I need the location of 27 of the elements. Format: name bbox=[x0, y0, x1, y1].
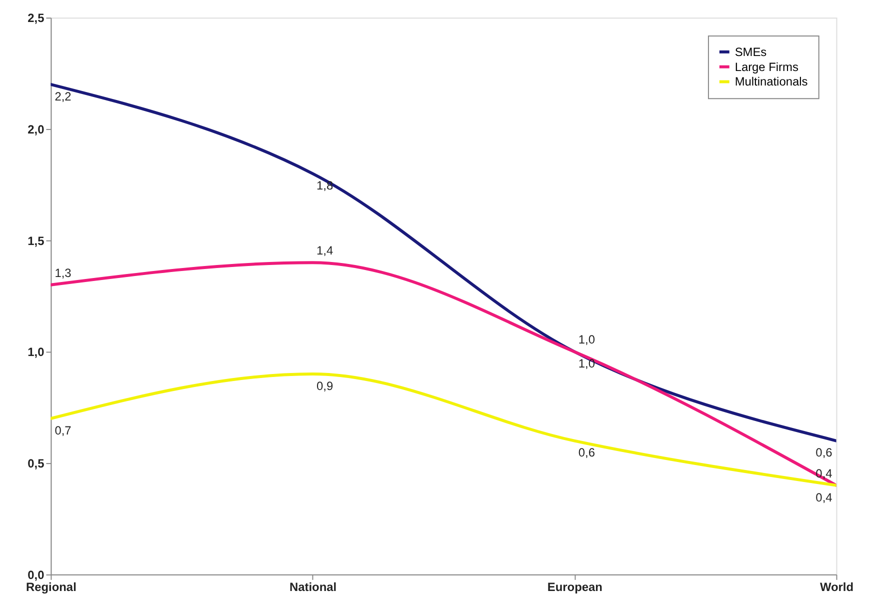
data-label: 1,0 bbox=[578, 332, 596, 347]
data-label: 0,4 bbox=[816, 466, 833, 480]
data-label: 1,4 bbox=[316, 244, 334, 258]
x-tick-label: Regional bbox=[26, 580, 76, 594]
line-series bbox=[50, 372, 836, 487]
data-label: 0,7 bbox=[54, 423, 72, 438]
y-tick-label: 2,0 bbox=[28, 122, 45, 136]
data-label: 1,8 bbox=[316, 178, 334, 192]
data-label: 0,6 bbox=[816, 446, 833, 460]
legend-label: SMEs bbox=[734, 44, 767, 59]
y-tick-label: 2,5 bbox=[28, 11, 45, 26]
y-tick-label: 1,0 bbox=[28, 345, 45, 360]
data-label: 2,2 bbox=[54, 89, 72, 104]
x-tick-label: European bbox=[547, 580, 602, 594]
x-tick-label: World bbox=[820, 580, 854, 594]
legend-label: Multinationals bbox=[734, 74, 808, 89]
y-tick-label: 1,5 bbox=[28, 234, 45, 248]
data-label: 1,3 bbox=[54, 266, 72, 280]
data-label: 0,9 bbox=[316, 378, 334, 393]
y-tick-label: 0,5 bbox=[28, 456, 45, 471]
y-tick-label: 0,0 bbox=[28, 568, 45, 582]
x-tick-label: National bbox=[290, 580, 337, 594]
data-label: 0,6 bbox=[578, 446, 596, 460]
data-label: 0,4 bbox=[816, 490, 833, 504]
line-series bbox=[50, 261, 836, 487]
legend-label: Large Firms bbox=[734, 60, 798, 74]
data-label: 1,0 bbox=[578, 356, 596, 371]
